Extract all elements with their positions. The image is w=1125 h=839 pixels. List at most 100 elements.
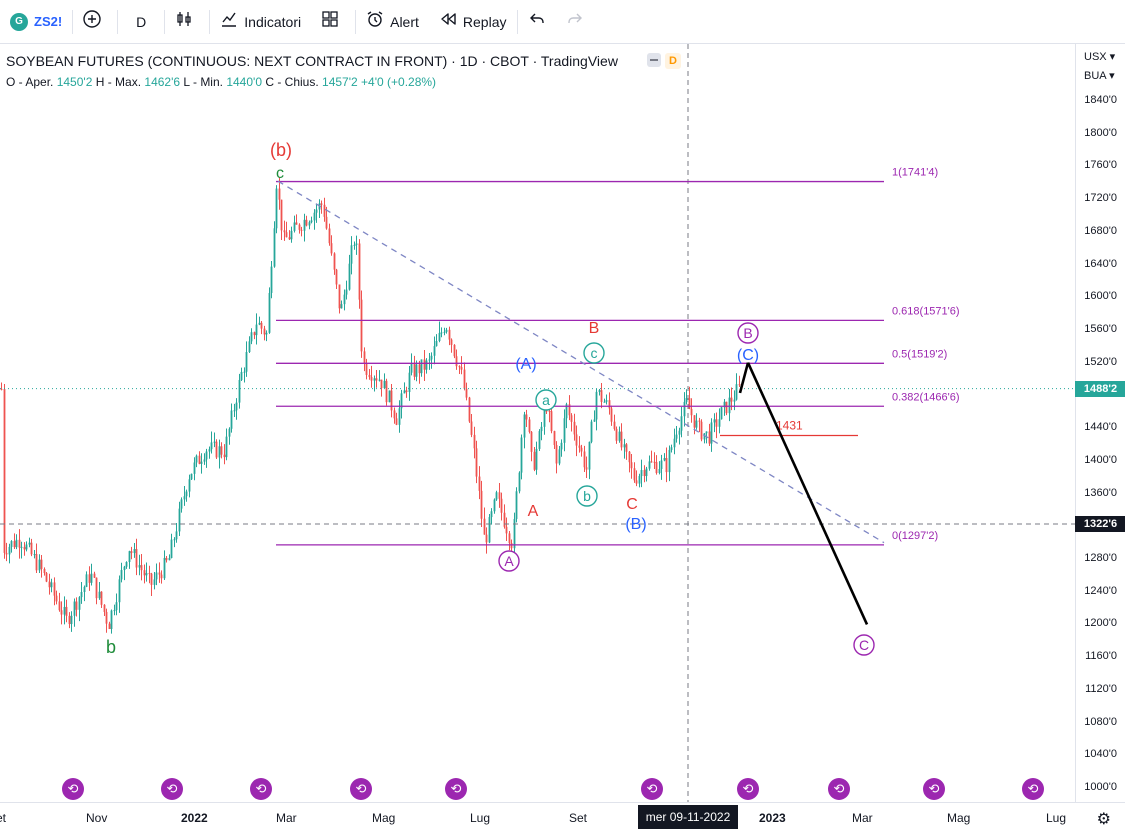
candle-body	[45, 573, 48, 582]
indicators-button[interactable]: Indicatori	[210, 0, 311, 44]
candle-body	[718, 419, 721, 427]
dividend-event-icon[interactable]: ⟲	[250, 778, 272, 800]
time-axis[interactable]: et Nov 2022 Mar Mag Lug Set 2023 Mar Mag Lug mer 0…	[0, 802, 1125, 839]
interval-button[interactable]: D	[118, 0, 164, 44]
candle-body	[650, 461, 653, 463]
candle-body	[165, 557, 168, 561]
candle-body	[243, 371, 246, 373]
candle-body	[185, 491, 188, 497]
candle-body	[558, 449, 561, 464]
dividend-event-icon[interactable]: ⟲	[62, 778, 84, 800]
legend-collapse-icon[interactable]	[647, 53, 661, 67]
wave-label-B-circle-circle	[737, 322, 759, 344]
candle-body	[653, 461, 656, 463]
candle-body	[503, 512, 506, 527]
price-axis[interactable]: USX ▾ BUA ▾ 1840'0 1800'0 1760'0 1720'0 1680…	[1075, 44, 1125, 802]
compare-add-symbol-button[interactable]	[73, 0, 117, 44]
candle-body	[310, 220, 313, 223]
candlestick-series	[0, 177, 741, 634]
candle-body	[693, 415, 696, 428]
candle-body	[443, 331, 446, 333]
candle-body	[493, 499, 496, 512]
undo-button[interactable]	[518, 0, 556, 44]
dividend-event-icon[interactable]: ⟲	[828, 778, 850, 800]
candle-body	[568, 404, 571, 416]
candle-body	[665, 458, 668, 473]
candle-body	[60, 610, 63, 615]
candle-body	[150, 573, 153, 585]
alert-button[interactable]: Alert	[356, 0, 429, 44]
candle-body	[258, 322, 261, 325]
candle-body	[13, 541, 16, 548]
candle-body	[610, 408, 613, 422]
wave-label-C-circle-circle	[853, 634, 875, 656]
candle-body	[313, 212, 316, 221]
candle-body	[425, 360, 428, 370]
chart-type-button[interactable]	[165, 0, 209, 44]
dividend-event-icon[interactable]: ⟲	[1022, 778, 1044, 800]
candle-body	[138, 565, 141, 568]
candle-body	[485, 534, 488, 543]
chart-legend-title[interactable]: SOYBEAN FUTURES (CONTINUOUS: NEXT CONTRA…	[6, 53, 618, 69]
candle-body	[40, 559, 43, 569]
candle-body	[320, 203, 323, 205]
candle-body	[570, 415, 573, 422]
price-axis-label: 1520'0	[1084, 355, 1117, 368]
candle-body	[215, 441, 218, 458]
candle-body	[295, 222, 298, 225]
candle-body	[523, 414, 526, 438]
candle-body	[453, 344, 456, 357]
price-axis-label: 1640'0	[1084, 257, 1117, 270]
dividend-event-icon[interactable]: ⟲	[445, 778, 467, 800]
candle-body	[633, 468, 636, 481]
candle-body	[218, 446, 221, 458]
candle-body	[668, 449, 671, 473]
dividend-event-icon[interactable]: ⟲	[161, 778, 183, 800]
price-chart[interactable]: 1(1741'4) 0.618(1571'6) 0.5(1519'2) 0.382(1…	[0, 44, 1075, 802]
candle-body	[350, 245, 353, 264]
candle-body	[620, 431, 623, 448]
price-axis-label: 1760'0	[1084, 159, 1117, 172]
candle-body	[90, 573, 93, 583]
candle-body	[478, 476, 481, 491]
symbol-search-button[interactable]: G ZS2!	[0, 0, 72, 44]
currency-select[interactable]: USX ▾	[1084, 51, 1116, 63]
candle-body	[355, 243, 358, 245]
price-axis-label: 1360'0	[1084, 486, 1117, 499]
candle-body	[265, 332, 268, 335]
candle-body	[213, 441, 216, 443]
candle-body	[35, 554, 38, 571]
delayed-data-badge[interactable]: D	[665, 53, 681, 69]
wave-label-c-top: c	[276, 165, 284, 182]
interval-label: D	[136, 13, 147, 30]
candle-body	[738, 384, 741, 386]
candle-body	[515, 491, 518, 519]
redo-button[interactable]	[556, 0, 594, 44]
dividend-event-icon[interactable]: ⟲	[923, 778, 945, 800]
candle-body	[23, 546, 26, 550]
candle-body	[420, 359, 423, 374]
replay-button[interactable]: Replay	[429, 0, 517, 44]
candle-body	[63, 606, 66, 615]
dividend-event-icon[interactable]: ⟲	[641, 778, 663, 800]
dividend-event-icon[interactable]: ⟲	[737, 778, 759, 800]
candle-body	[555, 445, 558, 464]
unit-select[interactable]: BUA ▾	[1084, 70, 1115, 82]
time-axis-label: Mar	[852, 811, 873, 825]
wave-label-a-circle-circle	[535, 389, 557, 411]
gear-icon[interactable]: ⚙	[1096, 811, 1111, 828]
time-axis-label: Lug	[470, 811, 491, 825]
candle-body	[98, 591, 101, 599]
candle-body	[663, 458, 666, 461]
redo-icon	[566, 10, 584, 33]
layouts-button[interactable]	[311, 0, 355, 44]
price-axis-label: 1440'0	[1084, 421, 1117, 434]
candle-body	[108, 623, 111, 630]
time-axis-label: Mag	[947, 811, 971, 825]
high-value: 1462'6	[144, 75, 181, 89]
candle-body	[588, 441, 591, 470]
candle-body	[153, 579, 156, 585]
dividend-event-icon[interactable]: ⟲	[350, 778, 372, 800]
candle-body	[458, 366, 461, 368]
candle-body	[583, 451, 586, 468]
